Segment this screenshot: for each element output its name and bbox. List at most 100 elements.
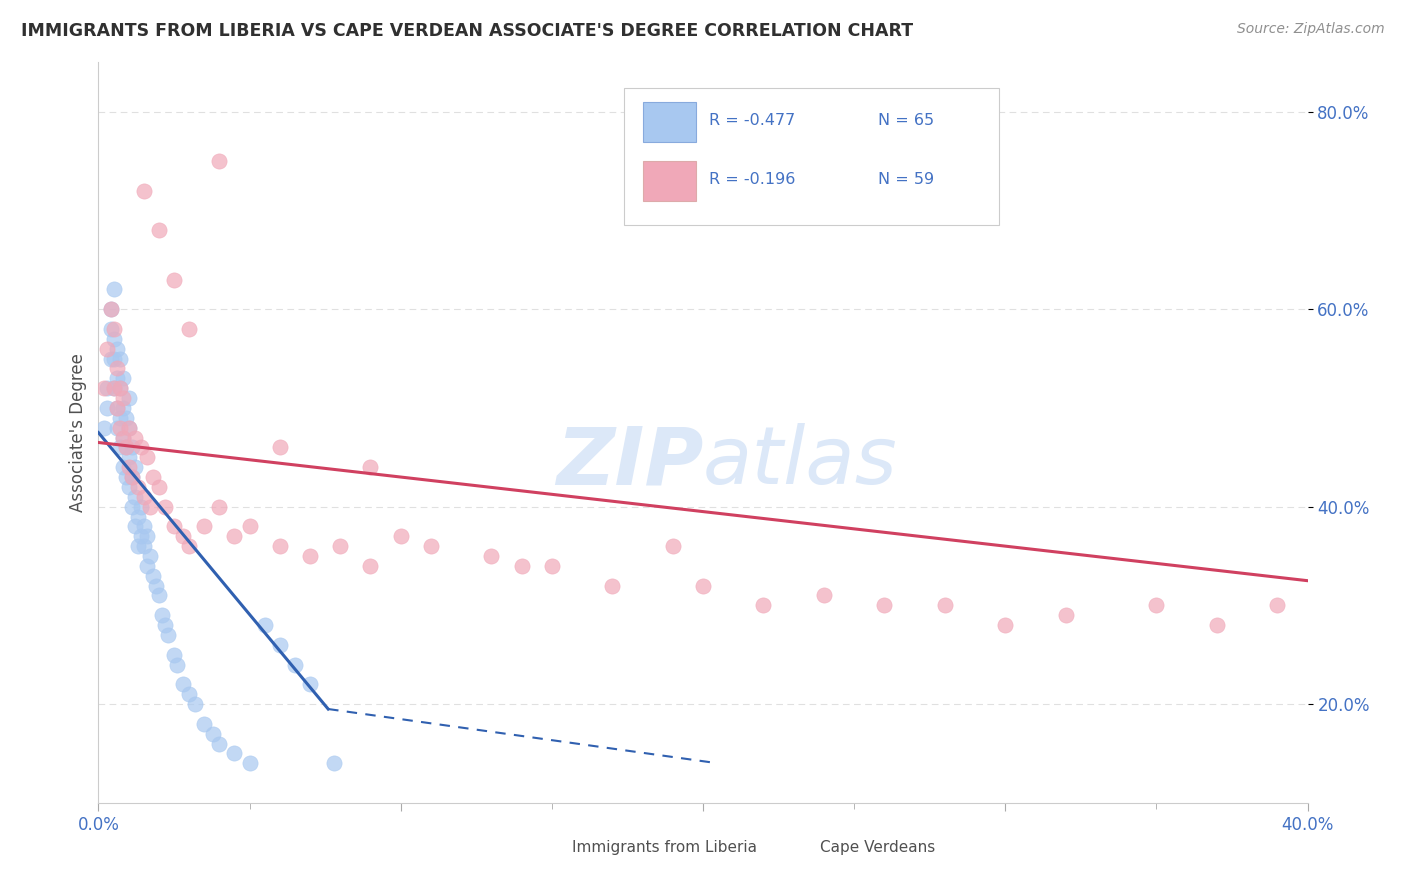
Point — [692, 579, 714, 593]
Point — [360, 460, 382, 475]
Point — [145, 579, 167, 593]
Point — [114, 441, 136, 455]
Point — [148, 589, 170, 603]
Point — [179, 322, 201, 336]
Point — [127, 539, 149, 553]
Point — [105, 420, 128, 434]
Point — [118, 450, 141, 465]
Point — [103, 283, 125, 297]
Point — [108, 351, 131, 366]
Point — [132, 184, 155, 198]
Point — [139, 549, 162, 563]
Point — [299, 549, 322, 563]
Point — [150, 608, 173, 623]
Point — [1144, 599, 1167, 613]
Text: IMMIGRANTS FROM LIBERIA VS CAPE VERDEAN ASSOCIATE'S DEGREE CORRELATION CHART: IMMIGRANTS FROM LIBERIA VS CAPE VERDEAN … — [21, 22, 914, 40]
Point — [163, 648, 186, 662]
Point — [813, 589, 835, 603]
Point — [105, 361, 128, 376]
Point — [360, 558, 382, 573]
Point — [124, 460, 146, 475]
Point — [108, 420, 131, 434]
Point — [135, 529, 157, 543]
Y-axis label: Associate's Degree: Associate's Degree — [69, 353, 87, 512]
Text: Cape Verdeans: Cape Verdeans — [820, 839, 935, 855]
Point — [202, 727, 225, 741]
Point — [166, 657, 188, 672]
Point — [105, 371, 128, 385]
Point — [121, 470, 143, 484]
FancyBboxPatch shape — [779, 840, 814, 867]
Point — [135, 450, 157, 465]
Point — [1206, 618, 1229, 632]
Point — [121, 470, 143, 484]
Text: atlas: atlas — [703, 423, 898, 501]
FancyBboxPatch shape — [643, 161, 696, 201]
Point — [153, 618, 176, 632]
Point — [208, 154, 231, 169]
Point — [1054, 608, 1077, 623]
FancyBboxPatch shape — [531, 840, 567, 867]
Point — [179, 539, 201, 553]
Point — [118, 420, 141, 434]
Point — [269, 539, 291, 553]
Point — [208, 737, 231, 751]
Point — [108, 381, 131, 395]
Point — [103, 381, 125, 395]
Point — [100, 351, 122, 366]
Point — [142, 470, 165, 484]
Point — [184, 697, 207, 711]
Point — [105, 401, 128, 415]
Point — [132, 539, 155, 553]
Point — [93, 420, 115, 434]
Text: ZIP: ZIP — [555, 423, 703, 501]
Point — [752, 599, 775, 613]
Point — [323, 756, 346, 771]
FancyBboxPatch shape — [624, 88, 1000, 226]
Text: Source: ZipAtlas.com: Source: ZipAtlas.com — [1237, 22, 1385, 37]
Point — [121, 500, 143, 514]
Point — [96, 401, 118, 415]
Text: R = -0.196: R = -0.196 — [709, 172, 796, 187]
Point — [208, 500, 231, 514]
Point — [481, 549, 503, 563]
Point — [96, 342, 118, 356]
Point — [108, 441, 131, 455]
Point — [111, 371, 134, 385]
Point — [156, 628, 179, 642]
Point — [142, 568, 165, 582]
Point — [118, 480, 141, 494]
Point — [163, 272, 186, 286]
Point — [510, 558, 533, 573]
Point — [193, 519, 215, 533]
Point — [269, 441, 291, 455]
Point — [873, 599, 896, 613]
Point — [129, 500, 152, 514]
Point — [329, 539, 352, 553]
Point — [118, 391, 141, 405]
Point — [129, 529, 152, 543]
Point — [129, 441, 152, 455]
Point — [934, 599, 956, 613]
Point — [103, 332, 125, 346]
Point — [239, 519, 262, 533]
Point — [284, 657, 307, 672]
Point — [100, 302, 122, 317]
Point — [139, 500, 162, 514]
Point — [420, 539, 443, 553]
Point — [108, 410, 131, 425]
Point — [124, 519, 146, 533]
Point — [172, 529, 194, 543]
Point — [124, 490, 146, 504]
Point — [111, 431, 134, 445]
Text: N = 65: N = 65 — [879, 112, 935, 128]
Point — [269, 638, 291, 652]
Text: Immigrants from Liberia: Immigrants from Liberia — [572, 839, 758, 855]
Point — [105, 401, 128, 415]
Point — [224, 529, 246, 543]
Point — [253, 618, 276, 632]
Point — [105, 342, 128, 356]
Point — [148, 223, 170, 237]
Point — [540, 558, 562, 573]
Text: R = -0.477: R = -0.477 — [709, 112, 796, 128]
